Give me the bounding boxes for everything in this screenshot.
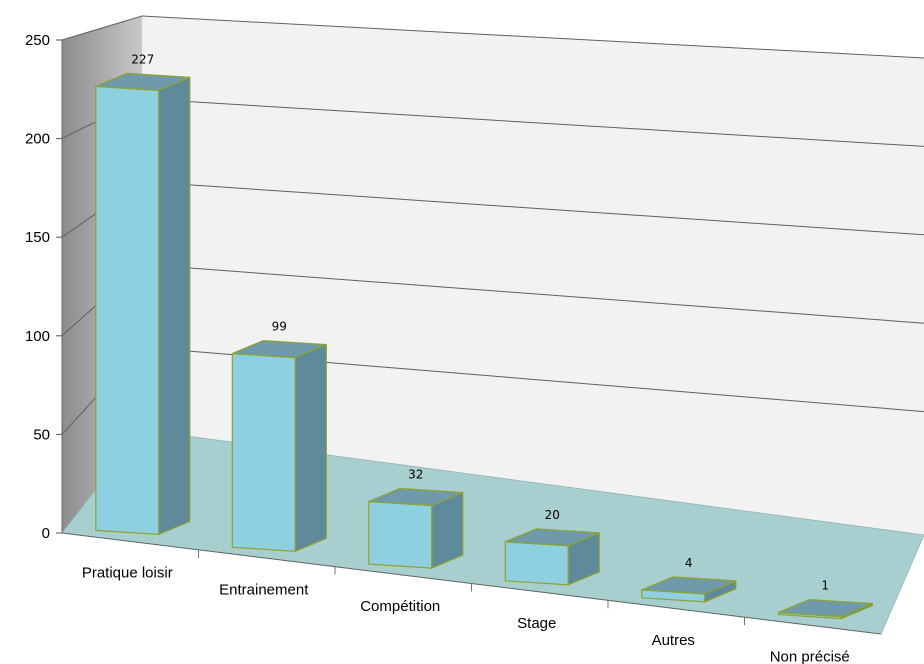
data-label: 99 [272,320,287,334]
bars [95,72,873,620]
y-tick-label: 150 [25,229,50,246]
data-label: 227 [131,52,154,66]
bar-3 [368,487,464,570]
x-axis: Pratique loisir Entrainement Compétition St… [61,532,882,664]
bar-2 [231,339,327,553]
y-tick-label: 200 [25,131,50,148]
data-labels: 227 99 32 20 4 1 [131,52,829,592]
gridline [141,181,924,236]
bar-side [158,76,191,536]
bar-1 [95,72,191,536]
back-wall [142,16,924,535]
x-category-label: Non précisé [770,649,850,664]
bar-front [504,541,569,586]
chart-walls [61,16,924,635]
bar-5 [641,576,737,603]
x-category-label: Compétition [360,598,440,615]
bar-top [505,528,600,547]
data-label: 1 [821,579,829,593]
bar-4 [504,528,600,586]
bar-top [778,598,873,618]
x-category-label: Autres [652,632,695,649]
gridline [141,98,924,147]
y-tick-label: 250 [25,32,50,49]
x-category-label: Entrainement [219,581,309,598]
bar-side [294,343,327,553]
bar-top [368,487,464,507]
bar-6 [777,598,873,620]
data-label: 20 [545,508,560,522]
y-axis: 0 50 100 150 200 250 [25,32,63,542]
x-category-label: Pratique loisir [82,564,173,581]
bar-top [232,339,327,359]
y-tick-label: 50 [33,426,50,443]
bar-front [95,85,160,536]
gridline [141,263,924,324]
x-category-label: Stage [517,615,556,632]
bar-front [231,352,296,552]
data-label: 32 [408,467,423,481]
data-label: 4 [685,556,693,570]
bar-top [641,576,737,595]
y-tick-label: 100 [25,328,50,345]
gridline-side [61,15,143,41]
gridline [141,15,924,59]
bar-top [95,72,191,92]
bar-front [368,500,433,569]
y-tick-label: 0 [42,525,50,542]
